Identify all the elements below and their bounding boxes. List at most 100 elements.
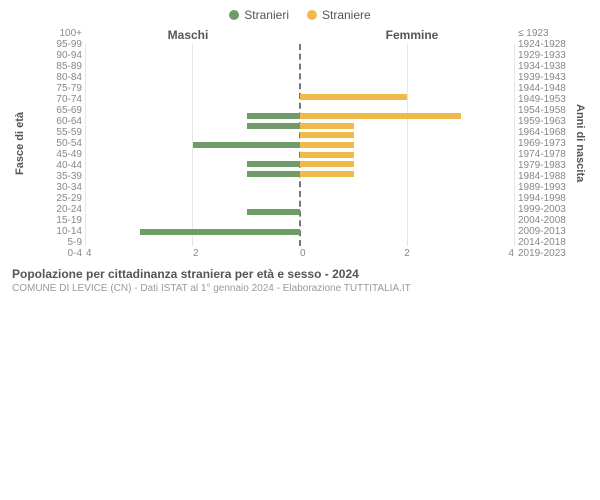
age-tick-label: 5-9 <box>32 237 82 248</box>
year-tick-label: 2009-2013 <box>518 226 568 237</box>
age-tick-label: 85-89 <box>32 61 82 72</box>
age-tick-label: 30-34 <box>32 182 82 193</box>
bar-row <box>86 227 514 237</box>
chart-footer: Popolazione per cittadinanza straniera p… <box>12 267 588 294</box>
age-tick-label: 75-79 <box>32 83 82 94</box>
legend-label-female: Straniere <box>322 8 371 22</box>
bar-row <box>86 63 514 73</box>
x-tick-label: 0 <box>300 248 306 259</box>
gridline <box>514 44 515 246</box>
x-tick-label: 4 <box>86 248 92 259</box>
year-tick-label: 1979-1983 <box>518 160 568 171</box>
bar-female <box>300 171 354 177</box>
bar-female <box>300 142 354 148</box>
bar-female <box>300 161 354 167</box>
bar-row <box>86 73 514 83</box>
bar-row <box>86 188 514 198</box>
bar-row <box>86 217 514 227</box>
bar-male <box>247 123 301 129</box>
bar-row <box>86 54 514 64</box>
year-tick-label: 1959-1963 <box>518 116 568 127</box>
legend-swatch-male <box>229 10 239 20</box>
year-tick-label: 1949-1953 <box>518 94 568 105</box>
year-tick-label: 1934-1938 <box>518 61 568 72</box>
bar-female <box>300 113 461 119</box>
y-axis-left: 100+95-9990-9485-8980-8475-7970-7465-696… <box>28 28 86 259</box>
age-tick-label: 10-14 <box>32 226 82 237</box>
bar-male <box>247 171 301 177</box>
age-tick-label: 60-64 <box>32 116 82 127</box>
year-tick-label: 1989-1993 <box>518 182 568 193</box>
year-tick-label: 1944-1948 <box>518 83 568 94</box>
legend-swatch-female <box>307 10 317 20</box>
age-tick-label: 35-39 <box>32 171 82 182</box>
column-header-female: Femmine <box>300 28 514 42</box>
bar-row <box>86 121 514 131</box>
bar-female <box>300 94 407 100</box>
column-header-male: Maschi <box>86 28 300 42</box>
bar-female <box>300 123 354 129</box>
age-tick-label: 15-19 <box>32 215 82 226</box>
bar-row <box>86 102 514 112</box>
y-axis-label-left: Fasce di età <box>12 28 28 259</box>
year-tick-label: 1994-1998 <box>518 193 568 204</box>
year-tick-label: 1974-1978 <box>518 149 568 160</box>
legend: Stranieri Straniere <box>12 8 588 22</box>
year-tick-label: 2014-2018 <box>518 237 568 248</box>
age-tick-label: 20-24 <box>32 204 82 215</box>
bars-area <box>86 44 514 246</box>
bar-row <box>86 208 514 218</box>
bar-male <box>247 113 301 119</box>
bar-row <box>86 160 514 170</box>
bar-row <box>86 237 514 247</box>
bar-row <box>86 169 514 179</box>
bar-female <box>300 132 354 138</box>
bar-female <box>300 152 354 158</box>
bar-row <box>86 140 514 150</box>
footer-title: Popolazione per cittadinanza straniera p… <box>12 267 588 281</box>
bar-row <box>86 111 514 121</box>
age-tick-label: 45-49 <box>32 149 82 160</box>
bar-row <box>86 92 514 102</box>
bar-row <box>86 179 514 189</box>
age-tick-label: 50-54 <box>32 138 82 149</box>
year-tick-label: 2019-2023 <box>518 248 568 259</box>
bar-male <box>140 229 301 235</box>
legend-label-male: Stranieri <box>244 8 289 22</box>
age-tick-label: 65-69 <box>32 105 82 116</box>
year-tick-label: 2004-2008 <box>518 215 568 226</box>
year-tick-label: 1969-1973 <box>518 138 568 149</box>
column-headers: Maschi Femmine <box>86 28 514 42</box>
age-tick-label: 55-59 <box>32 127 82 138</box>
bar-row <box>86 131 514 141</box>
population-pyramid-chart: Stranieri Straniere Fasce di età 100+95-… <box>0 0 600 500</box>
age-tick-label: 95-99 <box>32 39 82 50</box>
bar-male <box>193 142 300 148</box>
year-tick-label: 1999-2003 <box>518 204 568 215</box>
footer-subtitle: COMUNE DI LEVICE (CN) - Dati ISTAT al 1°… <box>12 283 588 294</box>
bar-male <box>247 209 301 215</box>
bar-row <box>86 83 514 93</box>
age-tick-label: 0-4 <box>32 248 82 259</box>
bar-row <box>86 198 514 208</box>
age-tick-label: 70-74 <box>32 94 82 105</box>
year-tick-label: 1964-1968 <box>518 127 568 138</box>
bar-row <box>86 150 514 160</box>
bar-row <box>86 44 514 54</box>
y-axis-right: ≤ 19231924-19281929-19331934-19381939-19… <box>514 28 572 259</box>
y-axis-label-right: Anni di nascita <box>572 28 588 259</box>
x-tick-label: 2 <box>193 248 199 259</box>
year-tick-label: 1939-1943 <box>518 72 568 83</box>
x-tick-label: 2 <box>404 248 410 259</box>
age-tick-label: 100+ <box>32 28 82 39</box>
age-tick-label: 40-44 <box>32 160 82 171</box>
year-tick-label: 1954-1958 <box>518 105 568 116</box>
year-tick-label: 1929-1933 <box>518 50 568 61</box>
year-tick-label: ≤ 1923 <box>518 28 568 39</box>
plot-area <box>86 44 514 246</box>
legend-item-female: Straniere <box>307 8 371 22</box>
age-tick-label: 80-84 <box>32 72 82 83</box>
bar-male <box>247 161 301 167</box>
legend-item-male: Stranieri <box>229 8 289 22</box>
age-tick-label: 90-94 <box>32 50 82 61</box>
